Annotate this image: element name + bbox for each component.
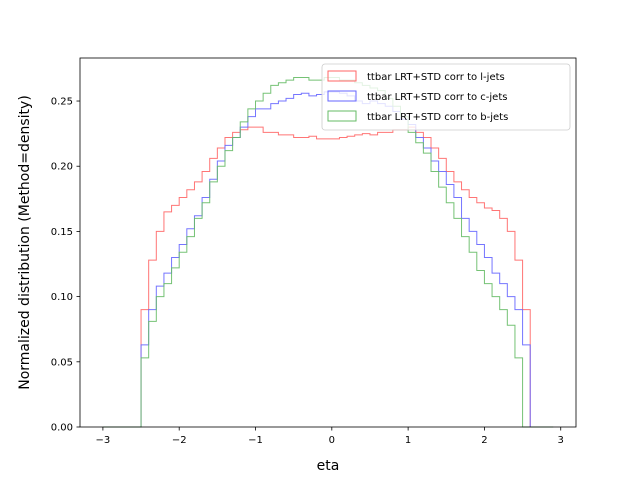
y-tick-label: 0.25 [51, 97, 73, 108]
x-tick-label: 0 [329, 435, 335, 446]
x-tick-label: −3 [96, 435, 111, 446]
legend-label: ttbar LRT+STD corr to c-jets [367, 92, 507, 103]
x-axis-label: eta [317, 458, 340, 474]
x-tick-label: 2 [481, 435, 487, 446]
legend-swatch [327, 110, 357, 122]
y-tick-label: 0.10 [51, 292, 73, 303]
legend-swatch [327, 90, 357, 102]
y-tick-label: 0.20 [51, 162, 73, 173]
x-tick-label: −2 [172, 435, 187, 446]
axes-frame [79, 57, 577, 428]
legend-swatch [327, 70, 357, 82]
x-tick-label: 3 [558, 435, 564, 446]
y-tick-label: 0.05 [51, 357, 73, 368]
y-axis-label: Normalized distribution (Method=density) [17, 95, 33, 390]
y-tick-label: 0.15 [51, 227, 73, 238]
legend-label: ttbar LRT+STD corr to l-jets [367, 72, 505, 83]
y-tick-label: 0.00 [51, 423, 73, 434]
series-step-line-0 [102, 126, 554, 428]
y-axis-ticks: 0.00 0.05 0.10 0.15 0.20 0.25 [51, 97, 80, 434]
legend: ttbar LRT+STD corr to l-jets ttbar LRT+ST… [321, 63, 571, 131]
x-tick-label: 1 [405, 435, 411, 446]
x-tick-label: −1 [248, 435, 263, 446]
legend-label: ttbar LRT+STD corr to b-jets [367, 112, 508, 123]
legend-box [321, 63, 571, 131]
x-axis-ticks: −3 −2 −1 0 1 2 3 [96, 427, 564, 446]
